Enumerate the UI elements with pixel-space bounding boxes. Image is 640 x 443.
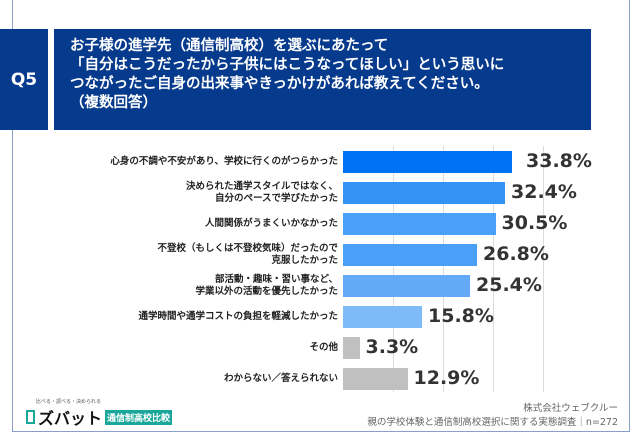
data-label: 26.8% [483,243,549,265]
bar [343,244,477,266]
category-label: わからない／答えられない [223,373,338,384]
bar [343,275,470,297]
data-label: 12.9% [413,367,480,389]
data-label: 33.8% [526,150,592,172]
question-title: お子様の進学先（通信制高校）を選ぶにあたって 「自分はこうだったから子供にはこう… [54,29,591,130]
question-number: Q5 [0,29,48,130]
gridline [443,146,444,392]
data-label: 25.4% [476,274,542,296]
chart-frame [12,0,630,432]
category-label: 人間関係がうまくいかなかった [204,218,338,229]
bar [343,213,496,235]
category-label: その他 [309,342,338,353]
category-label: 部活動・趣味・習い事など、 学業以外の活動を優先したかった [195,274,338,297]
bar [343,151,512,173]
gridline [393,146,394,392]
bar [343,182,505,204]
data-label: 15.8% [428,305,494,327]
data-label: 3.3% [365,336,419,358]
category-label: 不登校（もしくは不登校気味）だったので 克服したかった [157,243,338,266]
survey-name: 親の学校体験と通信制高校選択に関する実態調査｜n=272 [367,417,618,428]
logo-tag: 通信制高校比較 [105,409,173,425]
bar [343,337,360,359]
category-label: 通学時間や通学コストの負担を軽減したかった [138,311,338,322]
logo-name: ズバット [38,409,103,428]
source-note: 株式会社ウェブクルー 親の学校体験と通信制高校選択に関する実態調査｜n=272 [367,402,618,430]
company-name: 株式会社ウェブクルー [523,403,618,414]
bar [343,306,422,328]
category-label: 決められた通学スタイルではなく、 自分のペースで学びたかった [185,181,338,204]
gridline [493,146,494,392]
data-label: 32.4% [511,181,577,203]
zubat-logo: 比べる・調べる・決められる ズバット 通信制高校比較 [26,398,173,429]
gridline [543,146,544,392]
logo-icon [26,410,35,424]
data-label: 30.5% [501,212,568,234]
logo-tagline: 比べる・調べる・決められる [36,399,102,405]
bar [343,368,408,390]
category-label: 心身の不調や不安があり、学校に行くのがつらかった [110,156,338,167]
